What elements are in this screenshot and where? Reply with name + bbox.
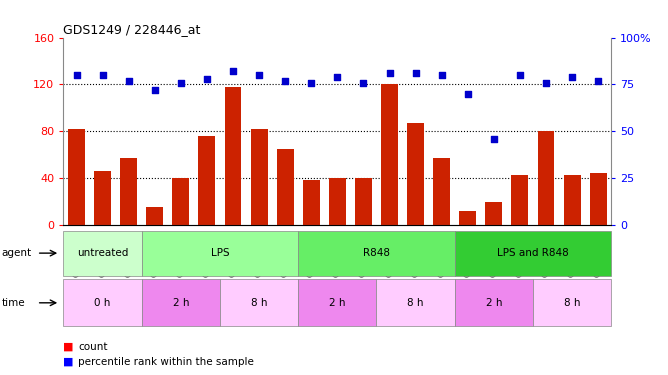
Text: agent: agent (1, 248, 31, 258)
Point (280, 78, 291, 84)
Bar (486, 202, 502, 225)
Text: ■: ■ (63, 357, 74, 367)
Point (124, 78, 134, 84)
Text: ■: ■ (63, 342, 74, 352)
Text: 0 h: 0 h (94, 298, 111, 308)
Bar (94, 171, 111, 225)
Bar (277, 149, 294, 225)
Text: GDS1249 / 228446_at: GDS1249 / 228446_at (63, 22, 201, 36)
Point (176, 80, 186, 86)
Point (436, 72, 447, 78)
Text: LPS and R848: LPS and R848 (497, 248, 569, 258)
Text: 8 h: 8 h (407, 298, 424, 308)
Text: percentile rank within the sample: percentile rank within the sample (78, 357, 254, 367)
Bar (303, 180, 320, 225)
Point (410, 70, 421, 76)
Bar (590, 173, 607, 225)
Text: untreated: untreated (77, 248, 128, 258)
Point (202, 76, 212, 82)
Bar (146, 207, 163, 225)
Text: count: count (78, 342, 108, 352)
Bar (512, 175, 528, 225)
Text: 2 h: 2 h (329, 298, 345, 308)
Point (332, 74, 343, 80)
Point (593, 78, 603, 84)
Point (306, 80, 317, 86)
Bar (407, 123, 424, 225)
Bar (381, 84, 398, 225)
Text: time: time (1, 298, 25, 308)
Bar (355, 178, 372, 225)
Point (254, 72, 265, 78)
Bar (120, 158, 137, 225)
Text: 2 h: 2 h (172, 298, 189, 308)
Point (462, 91, 473, 97)
Point (228, 68, 238, 74)
Point (150, 87, 160, 93)
Bar (172, 178, 189, 225)
Bar (433, 158, 450, 225)
Bar (329, 178, 346, 225)
Text: 8 h: 8 h (564, 298, 580, 308)
Bar (460, 211, 476, 225)
Bar (68, 129, 85, 225)
Bar (250, 129, 268, 225)
Point (514, 72, 525, 78)
Point (384, 70, 395, 76)
Point (98, 72, 108, 78)
Text: 2 h: 2 h (486, 298, 502, 308)
Bar (224, 87, 242, 225)
Bar (564, 175, 580, 225)
Text: R848: R848 (363, 248, 390, 258)
Point (358, 80, 369, 86)
Point (566, 74, 577, 80)
Bar (538, 131, 554, 225)
Point (540, 80, 551, 86)
Text: 8 h: 8 h (251, 298, 267, 308)
Text: LPS: LPS (210, 248, 229, 258)
Point (488, 136, 499, 142)
Point (71, 72, 82, 78)
Bar (198, 136, 215, 225)
